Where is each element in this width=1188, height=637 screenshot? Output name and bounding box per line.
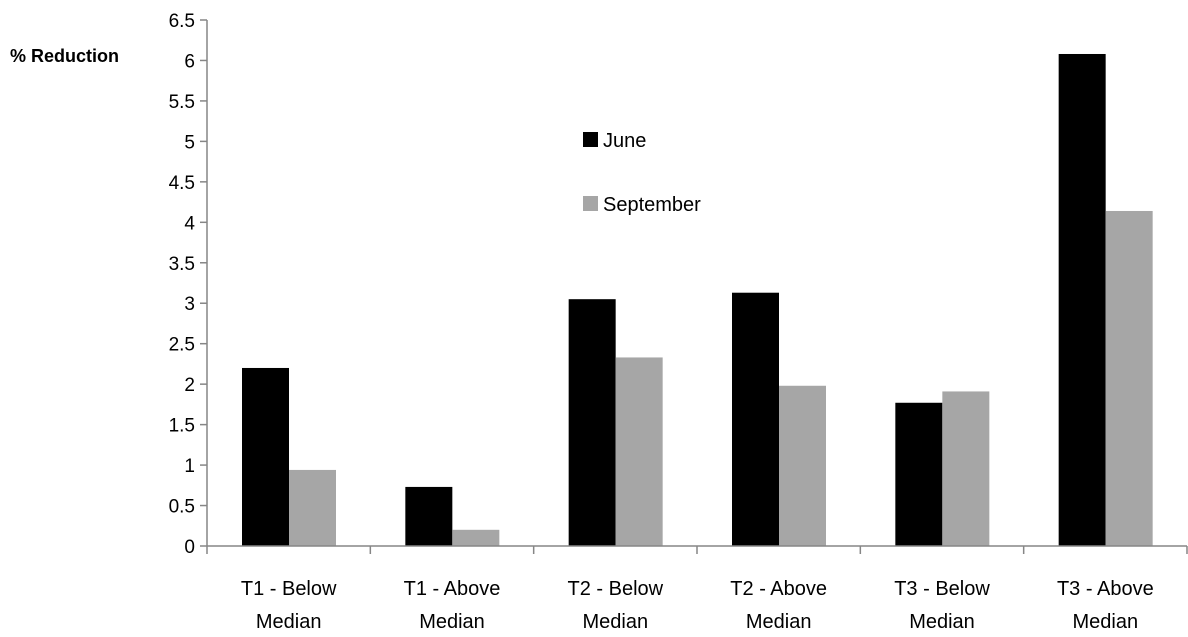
legend-swatch-june xyxy=(583,132,598,147)
y-tick-label: 6.5 xyxy=(169,11,195,32)
x-tick-label: Median xyxy=(419,611,485,633)
x-tick-label: T2 - Above xyxy=(730,578,827,600)
y-tick-label: 1 xyxy=(184,456,195,477)
y-axis-label: % Reduction xyxy=(10,46,119,66)
x-tick-label: Median xyxy=(909,611,975,633)
y-tick-label: 3 xyxy=(184,294,195,315)
bar-june-6 xyxy=(1058,53,1106,546)
x-tick-label: T3 - Above xyxy=(1057,578,1154,600)
y-tick-label: 0 xyxy=(184,537,195,558)
bar-june-1 xyxy=(242,367,289,546)
x-tick-label: Median xyxy=(746,611,812,633)
y-tick-label: 1.5 xyxy=(169,416,195,437)
x-tick-label: Median xyxy=(256,611,322,633)
bar-june-5 xyxy=(895,402,943,546)
y-tick-label: 5.5 xyxy=(169,92,195,113)
bars-layer xyxy=(242,53,1153,546)
bar-june-2 xyxy=(405,486,453,546)
bar-september-4 xyxy=(779,385,826,546)
y-tick-label: 4 xyxy=(184,213,195,234)
legend: June September xyxy=(583,130,701,216)
bar-june-4 xyxy=(732,292,779,546)
bar-june-3 xyxy=(568,299,616,546)
legend-label-june: June xyxy=(603,130,646,152)
bar-september-2 xyxy=(452,529,500,546)
y-tick-label: 0.5 xyxy=(169,497,195,518)
y-tick-label: 3.5 xyxy=(169,254,195,275)
y-tick-label: 2.5 xyxy=(169,335,195,356)
y-tick-label: 4.5 xyxy=(169,173,195,194)
bar-september-3 xyxy=(615,357,663,546)
x-tick-label: Median xyxy=(1073,611,1139,633)
x-tick-label: Median xyxy=(583,611,649,633)
x-tick-label: T1 - Below xyxy=(241,578,337,600)
legend-swatch-september xyxy=(583,196,598,211)
y-tick-label: 5 xyxy=(184,132,195,153)
bar-september-6 xyxy=(1105,210,1153,546)
y-tick-label: 2 xyxy=(184,375,195,396)
bar-september-1 xyxy=(289,469,336,546)
x-tick-label: T3 - Below xyxy=(894,578,990,600)
bar-september-5 xyxy=(942,391,990,546)
x-tick-label: T2 - Below xyxy=(568,578,664,600)
y-tick-label: 6 xyxy=(184,51,195,72)
x-tick-label: T1 - Above xyxy=(404,578,501,600)
legend-label-september: September xyxy=(603,194,701,216)
axes-layer: 0 0.5 1 1.5 2 2.5 3 3.5 4 4.5 5 5.5 6 6.5 T1 - Below Me… xyxy=(10,11,1188,633)
